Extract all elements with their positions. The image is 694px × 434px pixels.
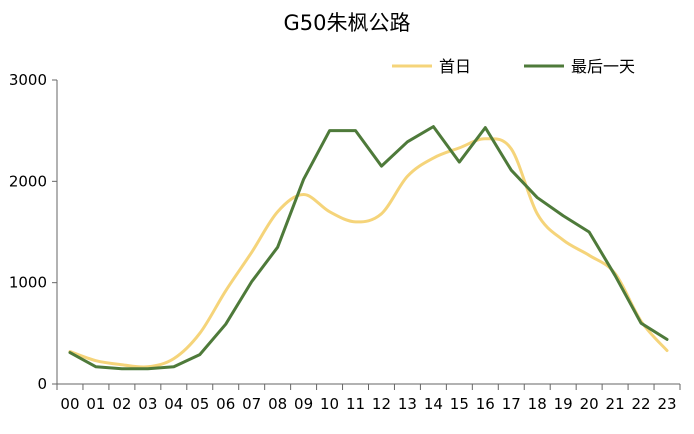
x-tick-label: 21 xyxy=(606,395,625,413)
x-tick-label: 11 xyxy=(346,395,365,413)
series-layer xyxy=(68,125,669,371)
y-tick-label: 1000 xyxy=(9,274,47,292)
x-tick-label: 03 xyxy=(138,395,157,413)
x-tick-label: 05 xyxy=(190,395,209,413)
x-tick-label: 17 xyxy=(502,395,521,413)
x-tick-label: 13 xyxy=(398,395,417,413)
x-tick-label: 20 xyxy=(580,395,599,413)
x-tick-label: 10 xyxy=(320,395,339,413)
x-tick-label: 09 xyxy=(294,395,313,413)
y-tick-label: 2000 xyxy=(9,172,47,190)
series-line-0 xyxy=(68,137,669,369)
x-tick-label: 00 xyxy=(60,395,79,413)
x-tick-label: 06 xyxy=(216,395,235,413)
y-tick-label: 0 xyxy=(37,375,47,393)
x-tick-label: 19 xyxy=(554,395,573,413)
x-tick-label: 23 xyxy=(657,395,676,413)
x-tick-label: 02 xyxy=(112,395,131,413)
axes: 0 1000 2000 3000 00 01 02 03 04 05 06 07 08 09 10 11 12 1… xyxy=(9,71,681,413)
x-tick-label: 07 xyxy=(242,395,261,413)
x-tick-label: 01 xyxy=(86,395,105,413)
x-tick-label: 15 xyxy=(450,395,469,413)
x-tick-label: 18 xyxy=(528,395,547,413)
x-tick-label: 22 xyxy=(632,395,651,413)
chart-title: G50朱枫公路 xyxy=(284,11,411,35)
legend-label-1: 最后一天 xyxy=(571,57,635,76)
y-tick-label: 3000 xyxy=(9,71,47,89)
series-line-1 xyxy=(68,125,669,371)
x-tick-label: 12 xyxy=(372,395,391,413)
x-tick-label: 16 xyxy=(476,395,495,413)
legend-label-0: 首日 xyxy=(439,57,471,76)
legend: 首日 最后一天 xyxy=(392,57,635,76)
x-tick-label: 14 xyxy=(424,395,443,413)
x-tick-label: 04 xyxy=(164,395,183,413)
x-tick-label: 08 xyxy=(268,395,287,413)
